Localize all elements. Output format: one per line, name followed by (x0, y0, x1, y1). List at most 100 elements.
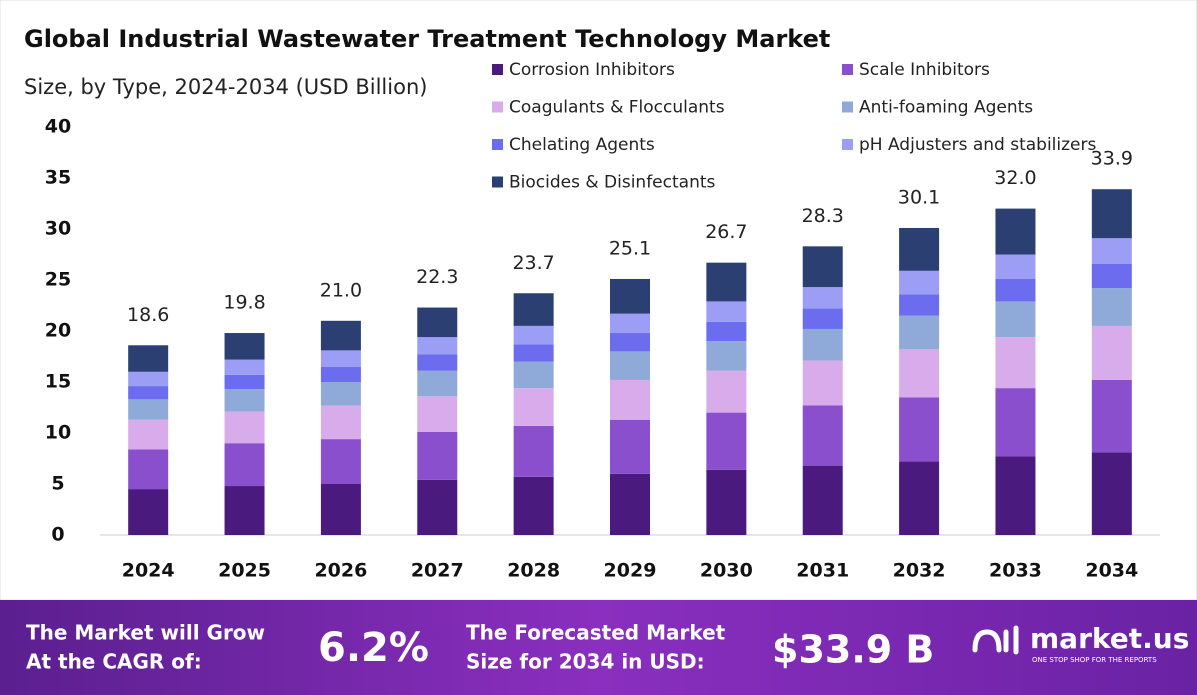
legend-swatch (842, 64, 853, 75)
bar-segment (899, 227, 940, 271)
bar-segment (224, 389, 265, 412)
bar-segment (417, 396, 458, 432)
x-tick-label: 2034 (1085, 560, 1138, 582)
bar-segment (128, 371, 169, 387)
total-label: 30.1 (898, 186, 940, 208)
bar-segment (320, 382, 361, 406)
bar-segment (417, 337, 458, 355)
bar-segment (1091, 379, 1132, 453)
y-tick-label: 0 (51, 524, 64, 546)
bar-segment (802, 360, 843, 406)
bar-segment (417, 370, 458, 397)
bar-segment (513, 361, 554, 389)
bar-segment (706, 321, 747, 342)
brand-tagline: ONE STOP SHOP FOR THE REPORTS (1032, 656, 1157, 664)
legend-label: Anti-foaming Agents (859, 98, 1033, 118)
bar-segment (706, 469, 747, 535)
x-tick-label: 2030 (700, 560, 753, 582)
bar-segment (995, 278, 1036, 302)
x-tick-label: 2024 (122, 560, 175, 582)
y-tick-label: 25 (45, 269, 71, 291)
bar-segment (802, 287, 843, 309)
bar-segment (899, 294, 940, 316)
bar-segment (995, 254, 1036, 279)
bar-segment (802, 405, 843, 466)
bar-segment (224, 486, 265, 535)
brand: market.us (1030, 622, 1189, 655)
bar-segment (224, 411, 265, 444)
bar-segment (1091, 238, 1132, 264)
legend-swatch (492, 101, 503, 113)
bar-segment (128, 419, 169, 450)
bar-segment (320, 320, 361, 351)
footer-text: The Market will Grow (26, 621, 265, 645)
legend-label: Corrosion Inhibitors (509, 60, 675, 80)
bar-segment (417, 479, 458, 535)
legend-label: Chelating Agents (509, 135, 655, 155)
x-tick-label: 2028 (507, 560, 560, 582)
y-tick-label: 10 (45, 422, 71, 444)
total-label: 19.8 (223, 292, 265, 314)
y-tick-label: 15 (45, 371, 71, 393)
bar-segment (706, 301, 747, 322)
bar-segment (1091, 263, 1132, 289)
bar-segment (610, 333, 650, 352)
bar-segment (513, 293, 554, 326)
legend-label: Coagulants & Flocculants (509, 98, 725, 118)
x-tick-label: 2026 (314, 560, 367, 582)
legend-label: Biocides & Disinfectants (509, 173, 716, 193)
bar-segment (417, 431, 458, 480)
bar-segment (1091, 452, 1132, 535)
bar-segment (995, 301, 1036, 338)
bar-segment (899, 270, 940, 295)
bar-segment (320, 439, 361, 484)
y-tick-label: 30 (45, 218, 71, 240)
legend-swatch (842, 139, 853, 150)
total-label: 28.3 (802, 205, 844, 227)
y-tick-label: 5 (51, 473, 64, 495)
bar-segment (224, 333, 265, 360)
chart-title: Global Industrial Wastewater Treatment T… (24, 25, 830, 53)
bar-segment (706, 341, 747, 371)
bar-segment (706, 370, 747, 413)
bar-segment (802, 246, 843, 288)
bar-segment (610, 278, 650, 314)
bar-segment (513, 425, 554, 477)
bar-segment (513, 344, 554, 362)
footer-text: The Forecasted Market (466, 621, 726, 645)
footer-text: At the CAGR of: (26, 650, 202, 674)
x-tick-label: 2025 (218, 560, 271, 582)
bar-segment (706, 262, 747, 302)
footer-value: $33.9 B (772, 628, 934, 672)
chart-subtitle: Size, by Type, 2024-2034 (USD Billion) (24, 75, 427, 99)
x-tick-label: 2032 (893, 560, 946, 582)
total-label: 21.0 (320, 279, 362, 301)
bar-segment (128, 345, 169, 372)
bar-segment (320, 405, 361, 440)
footer-text: Size for 2034 in USD: (466, 650, 705, 674)
bar-segment (224, 374, 265, 390)
legend-swatch (492, 64, 503, 75)
legend-swatch (492, 139, 503, 150)
total-label: 26.7 (705, 221, 747, 243)
bar-segment (610, 351, 650, 380)
footer-value: 6.2% (318, 625, 429, 671)
total-label: 18.6 (127, 304, 169, 326)
bar-segment (899, 315, 940, 350)
bar-segment (610, 313, 650, 334)
bar-segment (1091, 189, 1132, 239)
total-label: 33.9 (1091, 148, 1133, 170)
total-label: 23.7 (512, 252, 554, 274)
y-tick-label: 40 (45, 116, 71, 138)
bar-segment (610, 419, 650, 474)
bar-segment (320, 350, 361, 367)
total-label: 22.3 (416, 266, 458, 288)
x-tick-label: 2031 (796, 560, 849, 582)
x-tick-label: 2029 (604, 560, 657, 582)
y-tick-label: 35 (45, 167, 71, 189)
bar-segment (320, 484, 361, 535)
bar-segment (995, 208, 1036, 255)
bar-segment (513, 476, 554, 535)
bar-segment (706, 412, 747, 470)
